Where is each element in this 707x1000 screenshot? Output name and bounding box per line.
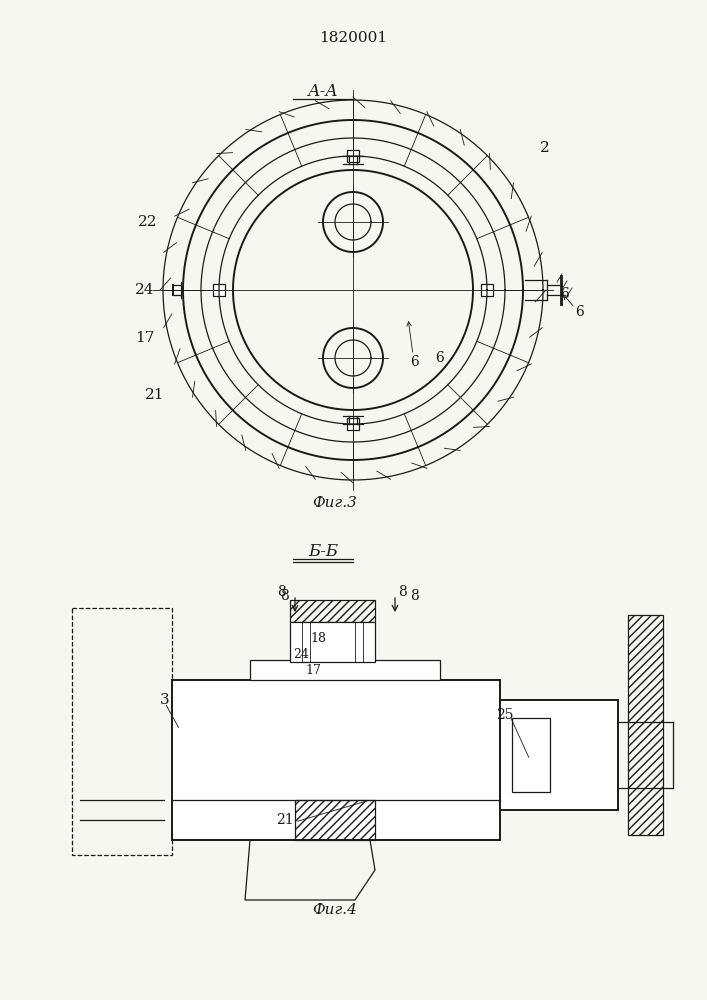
Text: 6: 6 — [411, 355, 419, 369]
Text: 6: 6 — [575, 305, 585, 319]
Text: 8: 8 — [411, 589, 419, 603]
Bar — [290, 600, 375, 622]
Text: Фиг.4: Фиг.4 — [312, 903, 358, 917]
Text: 1820001: 1820001 — [319, 31, 387, 45]
Text: 3: 3 — [160, 693, 170, 707]
Text: 6: 6 — [561, 287, 569, 301]
Text: 25: 25 — [496, 708, 514, 722]
Text: Б-Б: Б-Б — [308, 544, 338, 560]
Text: 17: 17 — [305, 664, 321, 678]
Text: 17: 17 — [135, 331, 155, 345]
Text: 6: 6 — [436, 351, 445, 365]
Bar — [295, 800, 375, 840]
Text: 8: 8 — [278, 585, 286, 599]
Bar — [481, 284, 493, 296]
Text: Фиг.3: Фиг.3 — [312, 496, 358, 510]
Text: 18: 18 — [310, 632, 326, 645]
Text: 21: 21 — [145, 388, 165, 402]
Bar — [347, 150, 359, 162]
Bar — [500, 700, 618, 810]
Bar — [628, 615, 663, 835]
Bar — [72, 608, 172, 855]
Text: 21: 21 — [276, 813, 294, 827]
Bar — [250, 660, 440, 680]
Text: 8: 8 — [281, 589, 289, 603]
Text: 22: 22 — [139, 215, 158, 229]
Bar — [172, 680, 500, 840]
Bar — [290, 622, 375, 662]
Text: 24: 24 — [293, 648, 309, 662]
Text: 2: 2 — [540, 141, 550, 155]
Text: 8: 8 — [399, 585, 407, 599]
Bar — [512, 718, 550, 792]
Text: 24: 24 — [135, 283, 155, 297]
Bar — [347, 418, 359, 430]
Text: А-А: А-А — [308, 84, 339, 101]
Bar — [213, 284, 225, 296]
